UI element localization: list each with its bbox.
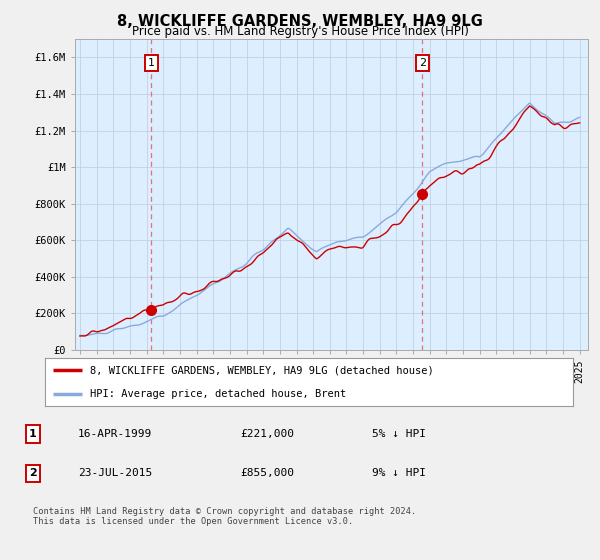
Text: 8, WICKLIFFE GARDENS, WEMBLEY, HA9 9LG (detached house): 8, WICKLIFFE GARDENS, WEMBLEY, HA9 9LG (… (90, 365, 434, 375)
Text: Contains HM Land Registry data © Crown copyright and database right 2024.
This d: Contains HM Land Registry data © Crown c… (33, 507, 416, 526)
Text: 1: 1 (29, 429, 37, 439)
Text: 2: 2 (29, 468, 37, 478)
Text: 1: 1 (148, 58, 155, 68)
Text: 2: 2 (419, 58, 426, 68)
Text: 16-APR-1999: 16-APR-1999 (78, 429, 152, 439)
Text: HPI: Average price, detached house, Brent: HPI: Average price, detached house, Bren… (90, 389, 346, 399)
Text: £221,000: £221,000 (240, 429, 294, 439)
Text: 9% ↓ HPI: 9% ↓ HPI (372, 468, 426, 478)
Text: 23-JUL-2015: 23-JUL-2015 (78, 468, 152, 478)
Text: Price paid vs. HM Land Registry's House Price Index (HPI): Price paid vs. HM Land Registry's House … (131, 25, 469, 38)
Text: £855,000: £855,000 (240, 468, 294, 478)
Text: 8, WICKLIFFE GARDENS, WEMBLEY, HA9 9LG: 8, WICKLIFFE GARDENS, WEMBLEY, HA9 9LG (117, 14, 483, 29)
Text: 5% ↓ HPI: 5% ↓ HPI (372, 429, 426, 439)
